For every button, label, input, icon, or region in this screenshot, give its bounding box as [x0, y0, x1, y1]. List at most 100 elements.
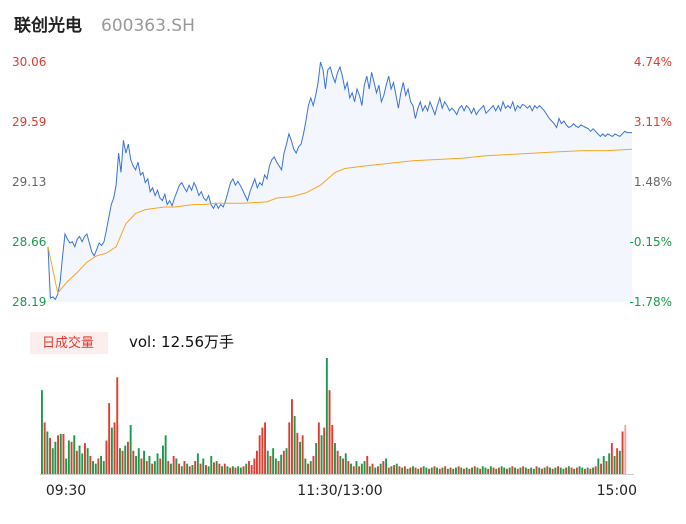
volume-bar: [70, 441, 73, 474]
volume-bar: [465, 467, 468, 474]
y-tick-left: 30.06: [12, 55, 46, 69]
volume-bar: [221, 466, 223, 474]
volume-bar: [468, 468, 471, 474]
volume-bar: [616, 448, 619, 474]
volume-bar: [202, 458, 205, 474]
volume-bar: [312, 456, 315, 474]
volume-bar: [339, 456, 342, 474]
stock-name: 联创光电: [14, 15, 82, 36]
volume-bar: [420, 467, 422, 474]
volume-bar: [446, 468, 449, 474]
volume-bar: [41, 390, 43, 474]
volume-bar: [608, 453, 611, 474]
volume-bar: [307, 463, 309, 474]
volume-bar: [374, 467, 377, 474]
volume-bar: [347, 461, 350, 474]
x-tick-label: 09:30: [46, 483, 86, 499]
volume-bar: [296, 432, 299, 474]
volume-bar: [43, 422, 46, 474]
volume-tab-label[interactable]: 日成交量: [42, 335, 94, 351]
y-tick-left: 28.66: [12, 235, 46, 249]
volume-bar: [414, 467, 417, 474]
volume-bar: [334, 443, 336, 474]
volume-bar: [261, 427, 264, 474]
volume-bar: [457, 466, 460, 474]
volume-bar: [199, 463, 202, 474]
volume-bar: [100, 456, 102, 474]
volume-bar: [532, 468, 535, 474]
volume-bar: [231, 466, 234, 474]
volume-bar: [495, 468, 498, 474]
volume-bar: [441, 467, 444, 474]
volume-bar: [84, 443, 86, 474]
volume-tab-bg[interactable]: [30, 332, 108, 354]
volume-bar: [479, 468, 482, 474]
volume-bar: [444, 466, 447, 474]
volume-bar: [213, 462, 215, 474]
volume-bar: [618, 450, 621, 474]
volume-bar: [315, 443, 318, 474]
y-axis-right-percent: 4.74% 3.11% 1.48% -0.15% -1.78%: [630, 55, 672, 309]
volume-bar: [237, 466, 240, 474]
volume-bars: [41, 358, 627, 474]
volume-bar: [49, 437, 51, 474]
stock-code: 600363.SH: [101, 16, 195, 36]
volume-bar: [162, 445, 164, 474]
volume-bar: [455, 467, 457, 474]
volume-bar: [266, 450, 269, 474]
volume-bar: [452, 468, 455, 474]
volume-bar: [610, 443, 613, 474]
volume-bar: [500, 466, 503, 474]
volume-bar: [186, 463, 189, 474]
y-tick-left: 29.13: [12, 175, 46, 189]
volume-bar: [567, 466, 570, 474]
y-tick-right: 3.11%: [634, 115, 672, 129]
volume-bar: [398, 466, 401, 474]
volume-bar: [592, 467, 594, 474]
volume-bar: [242, 466, 245, 474]
volume-bar: [153, 461, 156, 474]
volume-bar: [89, 456, 92, 474]
volume-bar: [484, 467, 487, 474]
volume-bar: [350, 463, 352, 474]
volume-bar: [81, 453, 84, 474]
volume-header: 日成交量 vol: 12.56万手: [30, 332, 234, 354]
volume-bar: [530, 467, 533, 474]
volume-bar: [535, 466, 538, 474]
volume-bar: [412, 466, 414, 474]
volume-bar: [527, 468, 530, 474]
volume-bar: [487, 468, 490, 474]
volume-bar: [489, 466, 492, 474]
volume-bar: [323, 427, 326, 474]
volume-bar: [390, 466, 393, 474]
volume-bar: [511, 466, 514, 474]
volume-bar: [549, 467, 551, 474]
volume-bar: [73, 435, 76, 474]
volume-bar: [164, 435, 167, 474]
volume-bar: [119, 448, 121, 474]
volume-bar: [258, 435, 261, 474]
price-line: [47, 61, 632, 301]
volume-bar: [570, 467, 573, 474]
volume-bar: [433, 466, 436, 474]
volume-bar: [363, 461, 366, 474]
volume-bar: [594, 466, 597, 474]
volume-bar: [471, 467, 473, 474]
volume-bar: [422, 466, 425, 474]
volume-bar: [436, 467, 438, 474]
volume-bar: [331, 425, 334, 474]
volume-bar: [377, 466, 379, 474]
y-axis-left-price: 30.06 29.59 29.13 28.66 28.19: [12, 55, 46, 309]
volume-bar: [344, 453, 347, 474]
volume-bar: [159, 458, 162, 474]
volume-bar: [288, 422, 291, 474]
volume-bar: [624, 425, 627, 474]
volume-bar: [183, 461, 186, 474]
volume-bar: [559, 467, 562, 474]
volume-bar: [602, 456, 605, 474]
volume-bar: [148, 456, 151, 474]
volume-bar: [274, 458, 277, 474]
volume-bar: [172, 456, 175, 474]
y-tick-right: 1.48%: [634, 175, 672, 189]
